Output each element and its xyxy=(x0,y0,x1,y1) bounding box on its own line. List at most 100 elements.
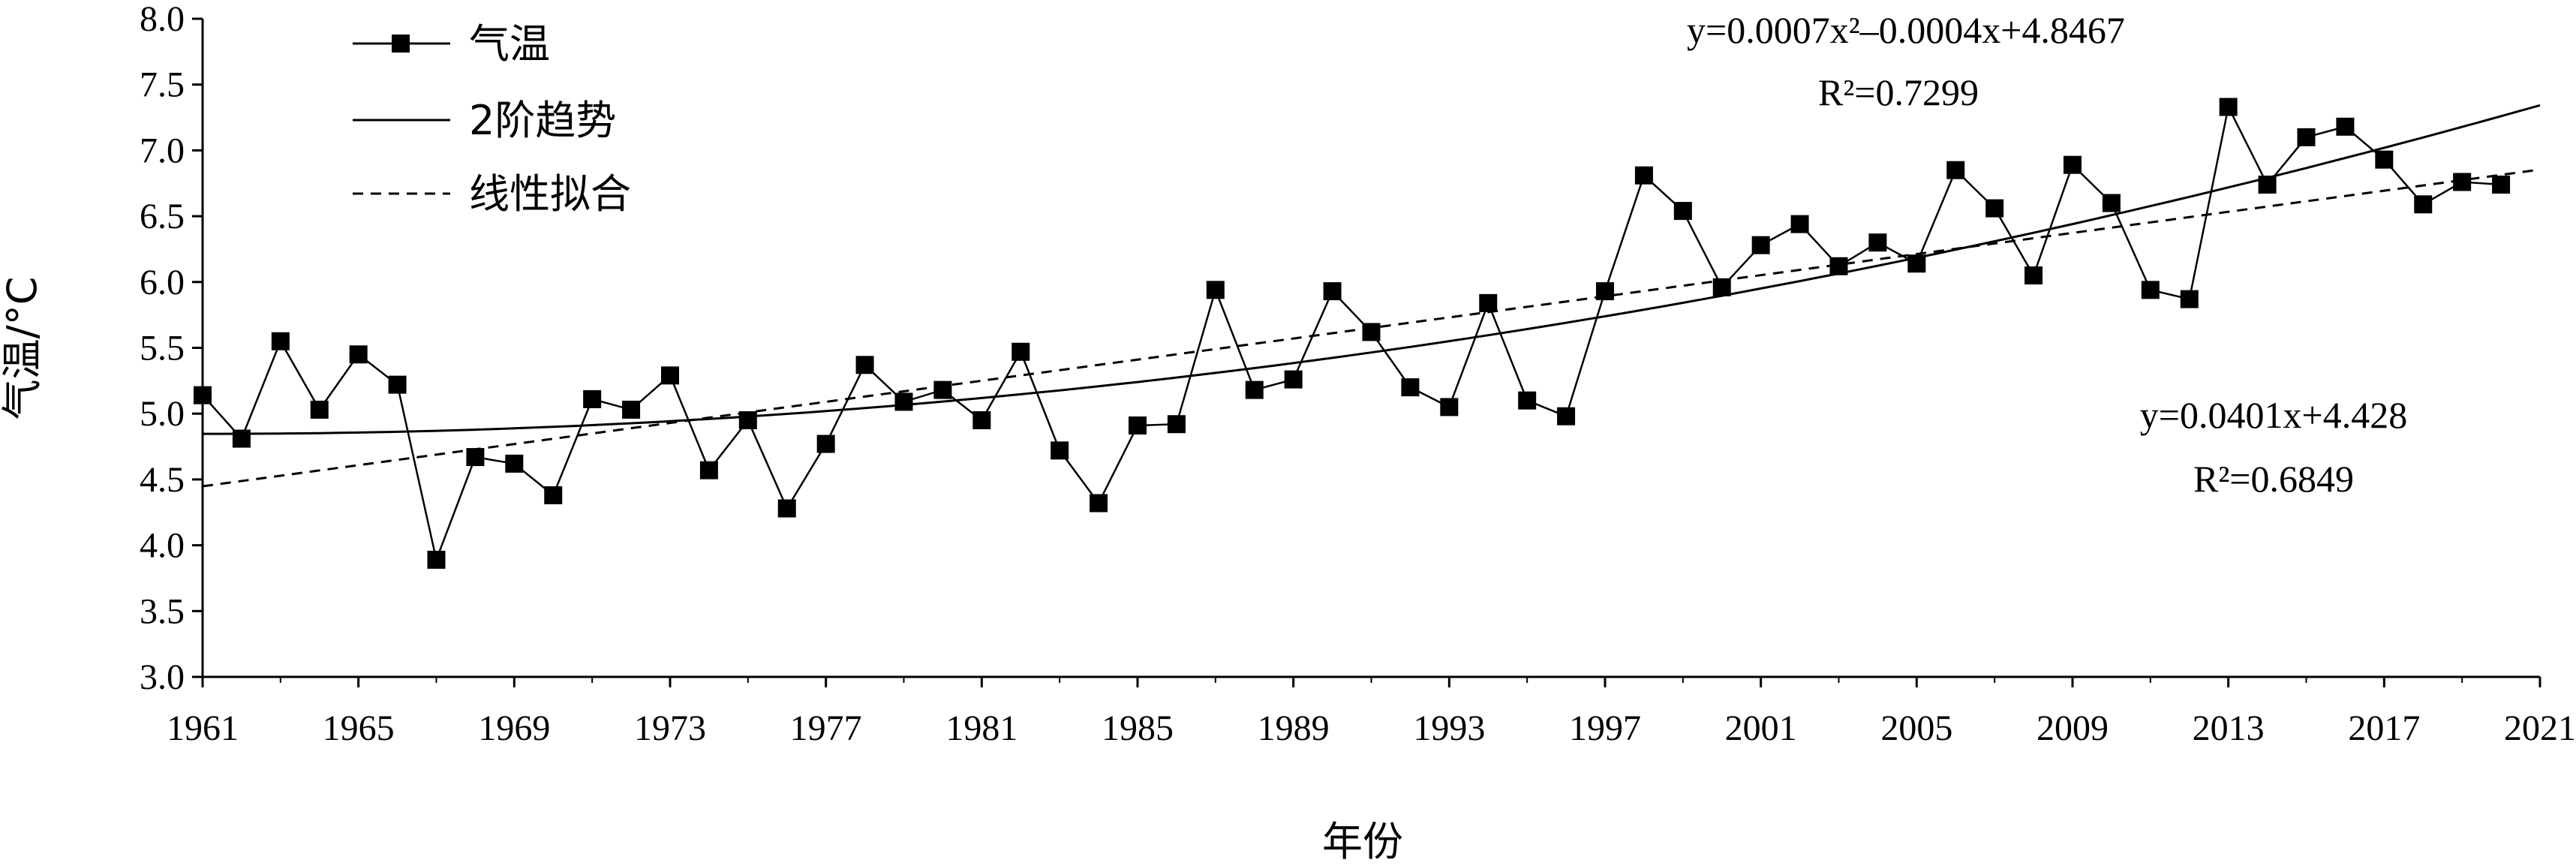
temperature-point xyxy=(310,400,329,419)
y-tick-label: 5.5 xyxy=(140,329,185,368)
y-tick-label: 5.0 xyxy=(140,394,185,434)
temperature-point xyxy=(583,389,602,408)
temperature-point xyxy=(1751,236,1770,254)
temperature-point xyxy=(1868,233,1887,252)
temperature-point xyxy=(1829,257,1848,275)
temperature-point xyxy=(1557,407,1576,425)
poly-trend-line xyxy=(203,104,2541,435)
temperature-point xyxy=(816,435,835,453)
temperature-point xyxy=(855,356,874,374)
temperature-point xyxy=(2336,117,2355,136)
legend-marker-temperature xyxy=(392,35,410,53)
temperature-point xyxy=(2064,155,2082,174)
legend-label-poly: 2阶趋势 xyxy=(469,97,616,144)
linear-r2: R²=0.6849 xyxy=(2193,458,2354,500)
y-axis-label: 气温/°C xyxy=(0,277,46,420)
temperature-point xyxy=(1167,415,1186,434)
temperature-point xyxy=(1323,282,1342,301)
temperature-point xyxy=(388,375,407,394)
temperature-point xyxy=(194,386,212,404)
poly-equation: y=0.0007x²–0.0004x+4.8467 xyxy=(1687,9,2125,51)
temperature-point xyxy=(1284,370,1303,389)
temperature-point xyxy=(271,332,290,350)
y-tick-label: 6.0 xyxy=(140,263,185,302)
temperature-point xyxy=(427,550,446,569)
x-tick-label: 1973 xyxy=(634,708,706,748)
y-tick-label: 8.0 xyxy=(140,0,185,39)
temperature-point xyxy=(2258,176,2277,194)
temperature-point xyxy=(1673,202,1692,221)
x-tick-label: 1997 xyxy=(1569,708,1641,748)
temperature-point xyxy=(2219,98,2238,116)
temperature-point xyxy=(1479,293,1498,312)
x-tick-label: 1965 xyxy=(323,708,395,748)
temperature-point xyxy=(349,345,368,364)
x-tick-label: 1961 xyxy=(167,708,239,748)
temperature-point xyxy=(2180,290,2199,308)
temperature-point xyxy=(544,486,563,504)
y-tick-label: 7.5 xyxy=(140,65,185,105)
temperature-point xyxy=(622,400,641,419)
temperature-point xyxy=(2297,128,2316,146)
y-tick-label: 6.5 xyxy=(140,197,185,236)
temperature-point xyxy=(738,410,757,429)
x-tick-label: 2013 xyxy=(2193,708,2265,748)
temperature-point xyxy=(2141,281,2160,299)
equations: y=0.0007x²–0.0004x+4.8467 R²=0.7299 y=0.… xyxy=(1687,9,2407,500)
temperature-point xyxy=(505,454,524,473)
temperature-point xyxy=(1362,323,1381,341)
y-ticks: 3.0 3.5 4.0 4.5 5.0 5.5 6.0 6.5 7.0 7.5 8.0 xyxy=(140,0,203,697)
y-tick-label: 7.0 xyxy=(140,131,185,170)
legend-label-temperature: 气温 xyxy=(469,20,550,68)
x-tick-label: 2001 xyxy=(1725,708,1797,748)
temperature-point xyxy=(2024,266,2043,285)
x-tick-label: 1977 xyxy=(790,708,862,748)
temperature-point xyxy=(972,410,991,429)
y-tick-label: 3.0 xyxy=(140,657,185,697)
x-tick-label: 1981 xyxy=(945,708,1017,748)
linear-equation: y=0.0401x+4.428 xyxy=(2140,394,2407,436)
temperature-point xyxy=(466,448,485,467)
x-tick-label: 2009 xyxy=(2036,708,2109,748)
x-tick-label: 2021 xyxy=(2504,708,2576,748)
temperature-point xyxy=(1090,494,1108,513)
temperature-point xyxy=(933,380,952,399)
temperature-point xyxy=(894,392,913,411)
y-tick-label: 4.5 xyxy=(140,460,185,500)
temperature-point xyxy=(1051,441,1069,460)
temperature-point xyxy=(1790,215,1809,233)
temperature-point xyxy=(1245,380,1264,399)
temperature-line xyxy=(202,104,2502,564)
temperature-point xyxy=(1946,161,1965,179)
temperature-point xyxy=(2492,176,2511,194)
temperature-point xyxy=(661,366,679,385)
temperature-point xyxy=(2453,173,2472,191)
x-tick-label: 1993 xyxy=(1413,708,1485,748)
temperature-point xyxy=(2102,194,2121,212)
temperature-markers xyxy=(194,98,2511,569)
temperature-point xyxy=(232,429,251,448)
x-tick-label: 1985 xyxy=(1102,708,1174,748)
temperature-point xyxy=(1985,199,2004,218)
temperature-point xyxy=(1011,342,1030,361)
y-tick-label: 3.5 xyxy=(140,591,185,631)
temperature-point xyxy=(1634,166,1653,185)
x-tick-label: 2017 xyxy=(2348,708,2420,748)
temperature-point xyxy=(1712,278,1731,296)
y-tick-label: 4.0 xyxy=(140,526,185,566)
legend-label-linear: 线性拟合 xyxy=(469,170,631,218)
temperature-series xyxy=(194,98,2511,569)
temperature-point xyxy=(1518,391,1537,410)
temperature-point xyxy=(1206,281,1225,299)
temperature-point xyxy=(2414,195,2433,214)
temperature-point xyxy=(1440,398,1459,416)
x-ticks: 1961 1965 1969 1973 1977 1981 1985 1989 1993 1997… xyxy=(167,677,2576,748)
temperature-point xyxy=(2375,150,2394,169)
temperature-point xyxy=(1401,378,1420,397)
temperature-point xyxy=(1129,416,1147,435)
legend: 气温 2阶趋势 线性拟合 xyxy=(353,20,631,218)
x-tick-label: 2005 xyxy=(1880,708,1952,748)
temperature-point xyxy=(1596,282,1614,301)
poly-r2: R²=0.7299 xyxy=(1818,71,1979,113)
